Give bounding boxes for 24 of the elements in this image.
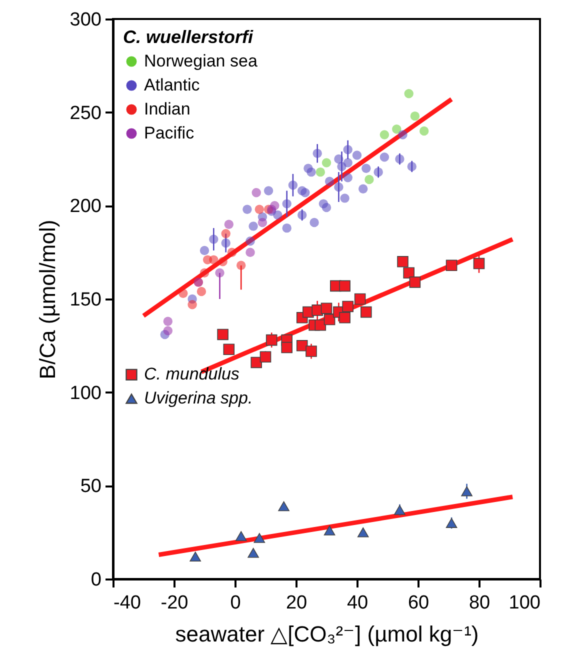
y-tick-label: 50 [80, 476, 102, 498]
legend-label: C. mundulus [144, 364, 240, 384]
x-axis-title: seawater △[CO₃²⁻] (µmol kg⁻¹) [175, 622, 479, 646]
y-tick-label: 200 [70, 196, 102, 218]
x-tick-label: 60 [408, 592, 430, 614]
legend-label: Indian [144, 100, 190, 118]
y-tick-label: 300 [70, 10, 102, 30]
y-tick-label: 150 [70, 290, 102, 310]
x-tick-label: 40 [346, 592, 368, 614]
legend-title: C. wuellerstorfi [123, 27, 254, 47]
y-tick-label: 0 [90, 570, 102, 590]
y-tick-label: 100 [70, 382, 102, 404]
x-tick-label: 20 [286, 592, 308, 614]
legend-label: Norwegian sea [144, 52, 258, 70]
x-tick-label: 80 [468, 592, 490, 614]
x-tick-label: 100 [508, 592, 540, 614]
x-tick-label: 0 [230, 592, 241, 614]
x-tick-label: -40 [114, 592, 141, 614]
x-tick-label: -20 [160, 592, 188, 614]
legend-label: Atlantic [144, 76, 200, 94]
y-tick-label: 250 [70, 102, 102, 124]
y-axis-title: B/Ca (µmol/mol) [34, 220, 60, 380]
legend-label: Pacific [144, 124, 195, 142]
legend-label: Uvigerina spp. [144, 388, 253, 408]
